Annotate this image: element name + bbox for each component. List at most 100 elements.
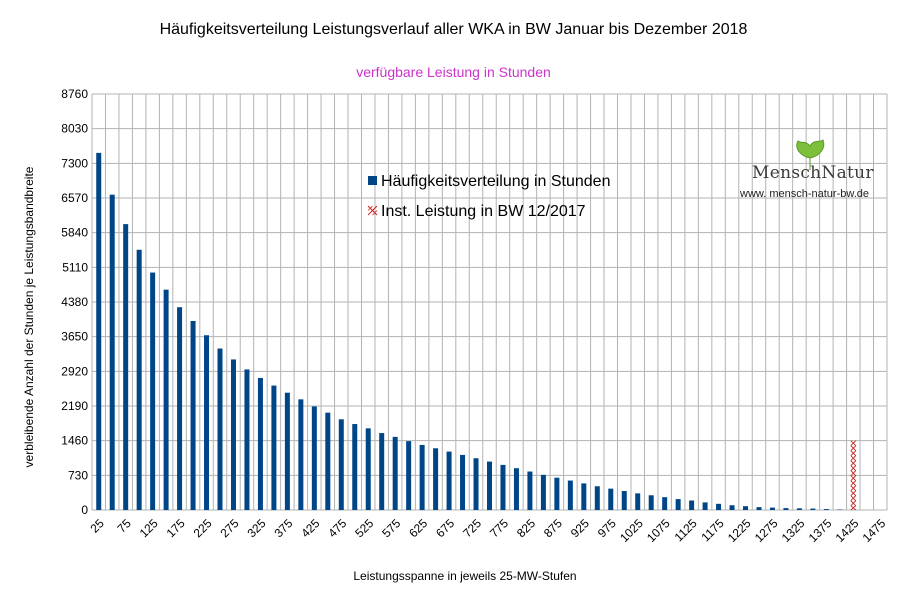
y-axis-ticks: 0 730 1460 2190 2920 3650 4380 5110 5840 6570 7300…: [61, 87, 88, 517]
bar: [783, 508, 789, 510]
bar: [460, 454, 466, 510]
bar: [487, 461, 492, 510]
x-axis-ticks: 25 75 125 175 225 275 325 375 425 475 525 575 625 675…: [88, 516, 889, 545]
x-tick-label: 1475: [860, 516, 889, 545]
bar: [743, 506, 749, 510]
x-tick-label: 75: [114, 516, 134, 536]
bar: [689, 500, 695, 510]
bar: [136, 249, 142, 510]
y-tick-label: 6570: [61, 191, 88, 205]
x-tick-label: 925: [568, 516, 592, 540]
bar: [702, 502, 708, 510]
x-tick-label: 1275: [752, 516, 781, 545]
x-tick-label: 1225: [725, 516, 754, 545]
bar: [163, 289, 169, 510]
bar: [311, 406, 317, 510]
x-tick-label: 625: [406, 516, 430, 540]
y-tick-label: 5840: [61, 226, 88, 240]
y-tick-label: 5110: [62, 260, 88, 274]
bar: [527, 471, 533, 510]
bar: [217, 348, 223, 510]
bar: [365, 428, 371, 510]
x-tick-label: 125: [137, 516, 161, 540]
x-tick-label: 1175: [699, 516, 727, 544]
bar: [244, 369, 250, 510]
bar: [406, 441, 412, 510]
bar: [419, 444, 425, 510]
bar: [729, 505, 735, 510]
bar: [540, 474, 546, 510]
bar: [230, 359, 236, 510]
x-tick-label: 875: [541, 516, 565, 540]
bar: [392, 436, 398, 510]
bar: [109, 194, 115, 511]
y-tick-label: 1460: [61, 434, 88, 448]
bar: [594, 486, 600, 510]
x-axis-title: Leistungsspanne in jeweils 25-MW-Stufen: [353, 569, 576, 583]
x-tick-label: 525: [352, 516, 376, 540]
bar-series: [96, 152, 843, 511]
bar: [581, 483, 587, 510]
bar: [257, 377, 263, 510]
bar: [298, 399, 304, 510]
bar: [325, 412, 331, 510]
bar: [446, 451, 452, 510]
legend-swatch-series-2: [367, 205, 378, 216]
mensch-natur-logo: MenschNatur www. mensch-natur-bw.de: [740, 133, 882, 205]
bar: [716, 503, 722, 510]
logo-name: MenschNatur: [752, 163, 874, 183]
x-tick-label: 475: [325, 516, 349, 540]
bar: [796, 508, 802, 510]
chart-title: Häufigkeitsverteilung Leistungsverlauf a…: [159, 21, 748, 38]
bar: [177, 307, 183, 510]
y-axis-title: verbleibende Anzahl der Stunden je Leist…: [22, 166, 36, 467]
x-tick-label: 275: [218, 516, 242, 540]
bar: [123, 224, 129, 511]
bar: [769, 507, 775, 510]
legend-label-series-1: Häufigkeitsverteilung in Stunden: [381, 173, 610, 190]
y-tick-label: 7300: [61, 156, 88, 170]
x-tick-label: 1125: [672, 516, 700, 544]
y-tick-label: 2190: [61, 399, 88, 413]
y-tick-label: 0: [81, 503, 88, 517]
bar: [284, 392, 290, 510]
bar: [621, 491, 627, 510]
bar: [433, 448, 439, 510]
x-tick-label: 975: [595, 516, 619, 540]
bar: [635, 493, 641, 510]
bar: [823, 509, 829, 510]
y-tick-label: 730: [68, 468, 88, 482]
bar: [662, 497, 668, 510]
y-tick-label: 3650: [61, 330, 88, 344]
bar: [190, 320, 196, 510]
bar: [554, 477, 560, 510]
x-tick-label: 825: [514, 516, 538, 540]
chart-subtitle: verfügbare Leistung in Stunden: [356, 64, 551, 80]
legend-label-series-2: Inst. Leistung in BW 12/2017: [381, 203, 586, 220]
x-tick-label: 1375: [806, 516, 835, 545]
bar: [648, 495, 654, 510]
bar: [96, 152, 102, 510]
x-tick-label: 175: [164, 516, 188, 540]
bar: [810, 508, 816, 510]
bar: [271, 385, 277, 510]
bar: [608, 488, 614, 510]
legend-swatch-series-1: [368, 176, 377, 185]
bar: [675, 499, 681, 510]
bar: [150, 272, 156, 510]
inst-leistung-bar: [850, 440, 857, 511]
grid-lines: [91, 93, 888, 511]
y-tick-label: 4380: [61, 295, 88, 309]
y-tick-label: 8030: [61, 122, 88, 136]
y-tick-label: 2920: [61, 364, 88, 378]
bar: [352, 424, 358, 510]
x-tick-label: 725: [460, 516, 484, 540]
bar: [513, 468, 519, 510]
x-tick-label: 575: [379, 516, 403, 540]
bar: [567, 480, 573, 510]
bar: [756, 507, 762, 510]
x-tick-label: 375: [271, 516, 295, 540]
x-tick-label: 1325: [779, 516, 808, 545]
bar: [473, 458, 479, 510]
